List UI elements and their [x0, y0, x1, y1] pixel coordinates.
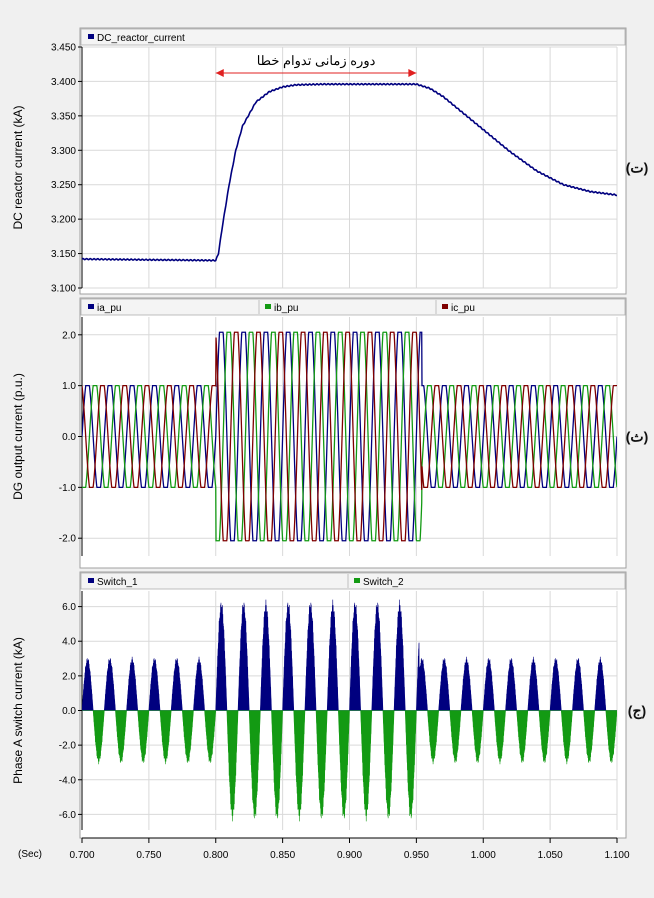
- legend-label-ic_pu: ic_pu: [451, 303, 475, 314]
- y-tick-label: -1.0: [59, 483, 77, 494]
- legend-swatch-Switch_1: [88, 578, 94, 583]
- legend-bar: [80, 572, 626, 590]
- x-tick-label: 1.050: [538, 850, 563, 861]
- series-line-ib_pu: [82, 331, 617, 542]
- y-tick-label: 3.100: [51, 284, 76, 295]
- y-tick-label: -2.0: [59, 741, 77, 752]
- series-line-ia_pu: [82, 331, 617, 542]
- legend-label-ib_pu: ib_pu: [274, 303, 298, 314]
- y-tick-label: -4.0: [59, 775, 77, 786]
- annotation-arrow-right-head: [408, 69, 417, 77]
- y-axis-label: DG output current (p.u.): [11, 373, 25, 500]
- y-axis-label: DC reactor current (kA): [11, 105, 25, 229]
- panel-dc-reactor: DC_reactor_current 3.450 3.400 3.350 3.300 3.…: [11, 27, 649, 295]
- legend-label-ia_pu: ia_pu: [97, 303, 121, 314]
- x-axis-unit-label: (Sec): [18, 849, 42, 860]
- series-line-DC_reactor_current: [82, 82, 617, 262]
- legend-label-DC_reactor_current: DC_reactor_current: [97, 33, 185, 44]
- y-tick-label: 3.400: [51, 77, 76, 88]
- y-tick-label: 3.300: [51, 146, 76, 157]
- legend-swatch-ic_pu: [442, 304, 448, 309]
- y-tick-label: 3.200: [51, 215, 76, 226]
- legend-swatch-ib_pu: [265, 304, 271, 309]
- x-tick-label: 0.700: [69, 850, 94, 861]
- plot-area: [82, 82, 617, 262]
- plot-area: [82, 599, 617, 822]
- x-tick-label: 0.750: [136, 850, 161, 861]
- panel-frame: [79, 27, 627, 295]
- annotation-arrow-left-head: [215, 69, 224, 77]
- y-tick-label: 2.0: [62, 330, 76, 341]
- y-tick-label: 2.0: [62, 671, 76, 682]
- y-tick-label: -6.0: [59, 810, 77, 821]
- legend-bar: [80, 28, 626, 46]
- x-tick-label: 0.950: [404, 850, 429, 861]
- panel-dg-output: ia_pu ib_pu ic_pu 2.0 1.0 0.0 -1.0 -2.0 DG outpu…: [11, 297, 649, 569]
- x-tick-label: 0.850: [270, 850, 295, 861]
- y-axis-label: Phase A switch current (kA): [11, 637, 25, 784]
- y-tick-label: 1.0: [62, 381, 76, 392]
- plot-area: [82, 331, 617, 542]
- y-tick-label: 3.450: [51, 43, 76, 54]
- y-tick-label: 0.0: [62, 432, 76, 443]
- x-tick-label: 1.100: [604, 850, 629, 861]
- y-tick-label: 6.0: [62, 602, 76, 613]
- legend-label-Switch_2: Switch_2: [363, 577, 404, 588]
- legend-swatch-ia_pu: [88, 304, 94, 309]
- x-tick-label: 0.900: [337, 850, 362, 861]
- panel-switch: Switch_1 Switch_2 6.0 4.0 2.0 0.0 -2.0 -4.0 -6.0…: [11, 571, 646, 839]
- panel-label: (ج): [628, 703, 646, 720]
- y-tick-label: -2.0: [59, 534, 77, 545]
- y-tick-label: 0.0: [62, 706, 76, 717]
- y-tick-label: 3.150: [51, 249, 76, 260]
- y-tick-label: 3.250: [51, 180, 76, 191]
- annotation-text: دوره زمانی تدوام خطا: [257, 53, 376, 69]
- x-tick-label: 0.800: [203, 850, 228, 861]
- legend-label-Switch_1: Switch_1: [97, 577, 138, 588]
- y-tick-label: 4.0: [62, 637, 76, 648]
- series-area-Switch_2: [82, 710, 617, 822]
- series-line-ic_pu: [82, 331, 617, 542]
- x-axis: 0.700 0.750 0.800 0.850 0.900 0.950 1.000 1.050…: [18, 837, 630, 861]
- panel-label: (ت): [626, 160, 649, 176]
- legend-swatch-Switch_2: [354, 578, 360, 583]
- legend-bar: [80, 298, 626, 316]
- x-tick-label: 1.000: [471, 850, 496, 861]
- series-area-Switch_1: [82, 599, 617, 711]
- y-tick-label: 3.350: [51, 111, 76, 122]
- panel-label: (ث): [626, 429, 649, 445]
- legend-swatch-DC_reactor_current: [88, 34, 94, 39]
